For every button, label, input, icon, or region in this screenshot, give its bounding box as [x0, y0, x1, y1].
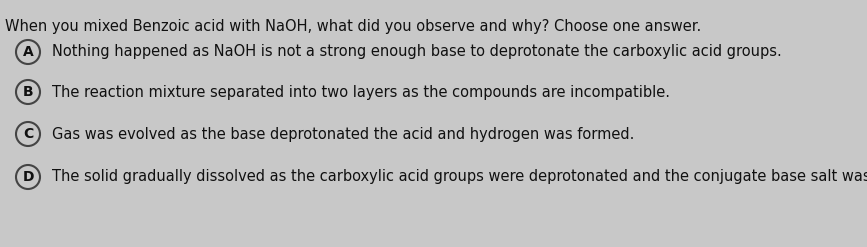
- Circle shape: [16, 165, 40, 189]
- Circle shape: [16, 40, 40, 64]
- Text: Gas was evolved as the base deprotonated the acid and hydrogen was formed.: Gas was evolved as the base deprotonated…: [52, 126, 635, 142]
- Circle shape: [16, 80, 40, 104]
- Text: When you mixed Benzoic acid with NaOH, what did you observe and why? Choose one : When you mixed Benzoic acid with NaOH, w…: [5, 19, 701, 34]
- Text: C: C: [23, 127, 33, 141]
- Text: Nothing happened as NaOH is not a strong enough base to deprotonate the carboxyl: Nothing happened as NaOH is not a strong…: [52, 44, 782, 60]
- Text: A: A: [23, 45, 33, 59]
- Text: The reaction mixture separated into two layers as the compounds are incompatible: The reaction mixture separated into two …: [52, 84, 670, 100]
- Circle shape: [16, 122, 40, 146]
- Text: D: D: [23, 170, 34, 184]
- Text: The solid gradually dissolved as the carboxylic acid groups were deprotonated an: The solid gradually dissolved as the car…: [52, 169, 867, 185]
- Text: B: B: [23, 85, 33, 99]
